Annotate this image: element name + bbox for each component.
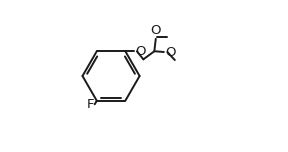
Text: O: O bbox=[165, 45, 176, 59]
Text: F: F bbox=[86, 98, 94, 111]
Text: O: O bbox=[151, 24, 161, 37]
Text: O: O bbox=[135, 45, 145, 58]
